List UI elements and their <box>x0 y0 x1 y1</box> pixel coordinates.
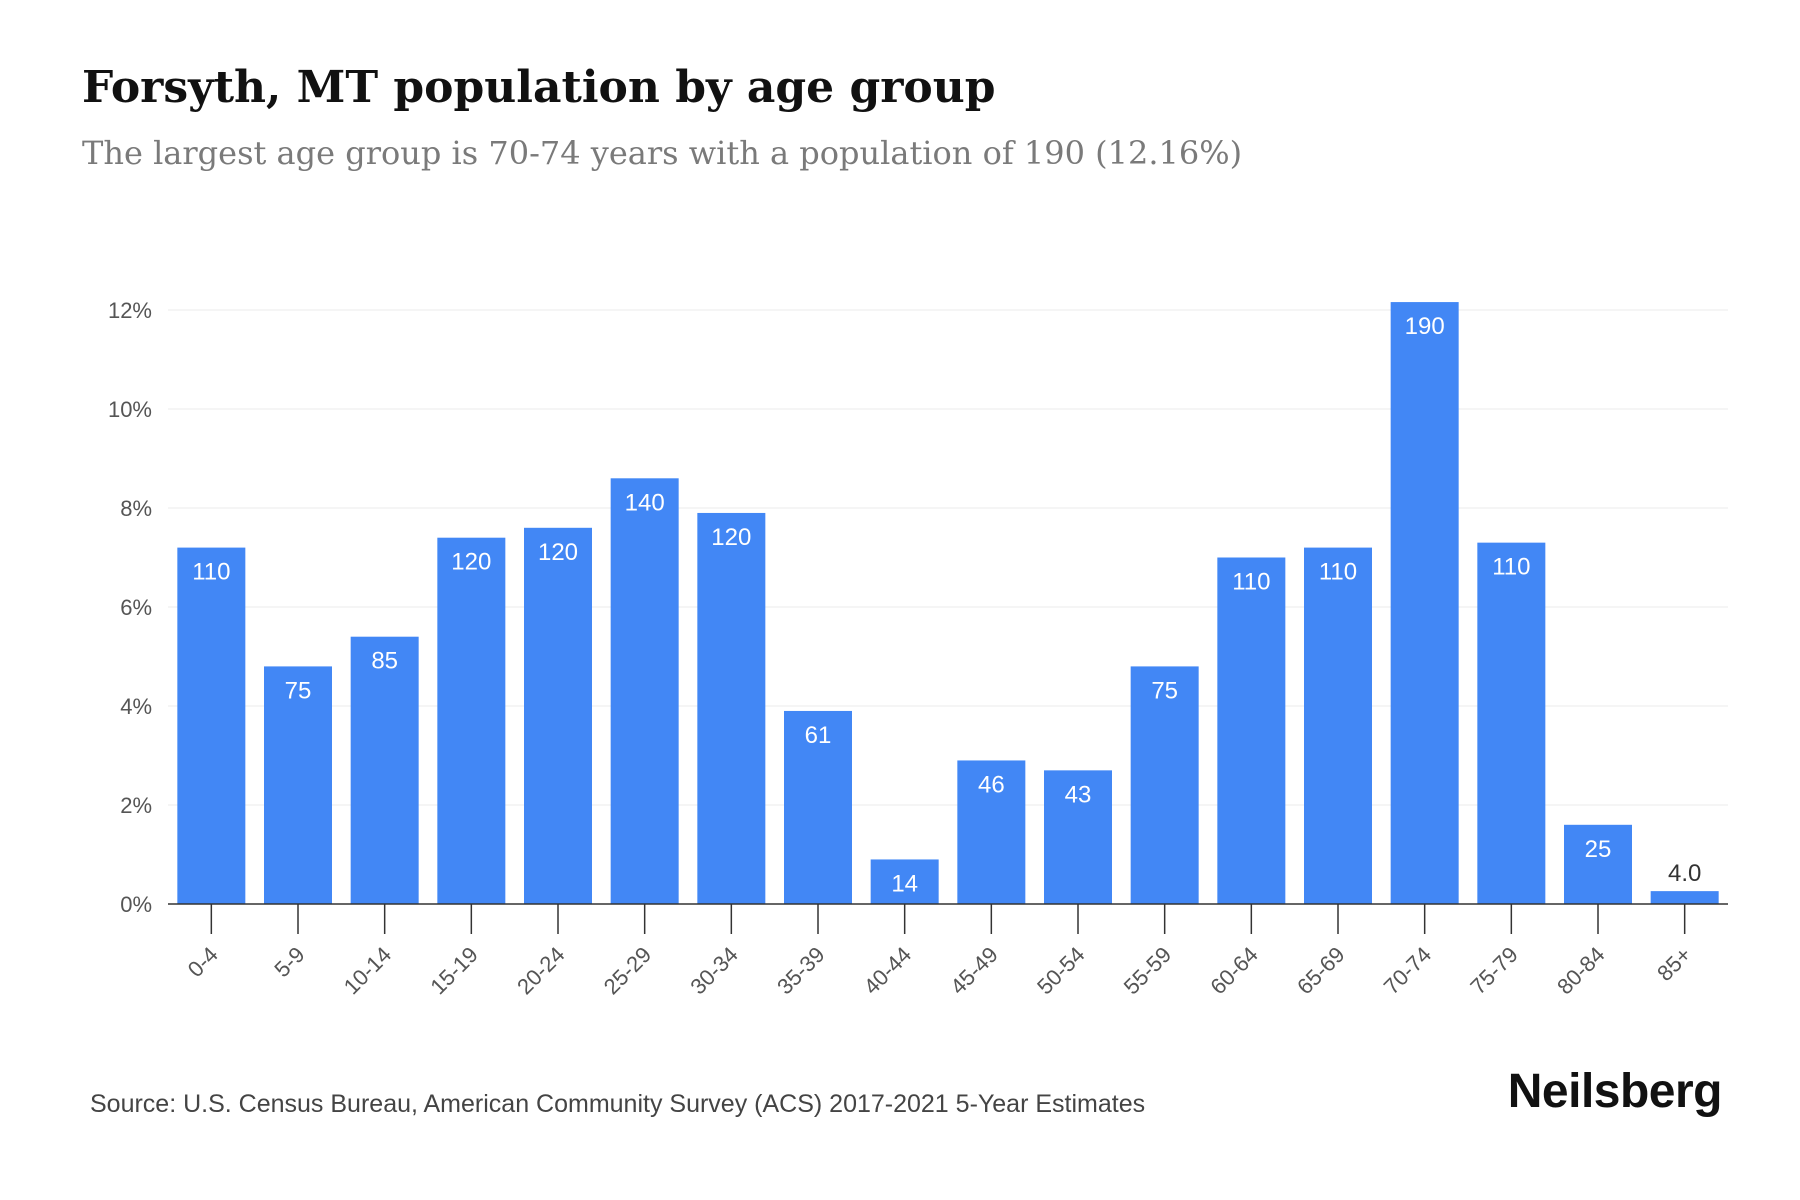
data-label: 110 <box>1232 569 1270 596</box>
data-label: 110 <box>1319 559 1357 586</box>
x-tick-label: 60-64 <box>1205 942 1262 999</box>
bar <box>1390 302 1459 905</box>
bar <box>697 512 766 904</box>
data-label: 190 <box>1405 313 1445 340</box>
data-label: 120 <box>538 539 578 566</box>
source-note: Source: U.S. Census Bureau, American Com… <box>90 1090 1146 1118</box>
data-label: 46 <box>978 771 1005 798</box>
x-tick-label: 20-24 <box>512 942 569 999</box>
y-tick-label: 6% <box>120 595 152 620</box>
data-label: 61 <box>805 722 832 749</box>
x-tick-label: 70-74 <box>1379 942 1436 999</box>
bar <box>1564 824 1632 904</box>
chart-subtitle: The largest age group is 70-74 years wit… <box>82 134 1243 172</box>
bar <box>1477 542 1546 904</box>
chart-title: Forsyth, MT population by age group <box>82 62 996 113</box>
bar <box>610 478 679 904</box>
bar <box>870 859 939 904</box>
x-tick-label: 15-19 <box>425 942 482 999</box>
data-label: 110 <box>1492 554 1530 581</box>
x-tick-label: 10-14 <box>339 942 396 999</box>
neilsberg-logo: Neilsberg <box>1507 1065 1723 1118</box>
x-tick-label: 35-39 <box>772 942 829 999</box>
data-label: 120 <box>711 524 751 551</box>
x-tick-label: 40-44 <box>859 942 916 999</box>
x-tick-label: 25-29 <box>599 942 656 999</box>
data-label: 75 <box>285 677 312 704</box>
x-tick-label: 55-59 <box>1119 942 1176 999</box>
x-tick-label: 30-34 <box>685 942 742 999</box>
y-tick-label: 2% <box>120 793 152 818</box>
y-tick-label: 4% <box>120 694 152 719</box>
bar <box>177 547 246 904</box>
data-label: 14 <box>891 870 918 897</box>
x-tick-label: 80-84 <box>1552 942 1609 999</box>
bar <box>1130 666 1199 904</box>
x-tick-label: 50-54 <box>1032 942 1089 999</box>
bar <box>784 710 852 904</box>
data-label: 4.0 <box>1668 860 1701 887</box>
x-tick-label: 85+ <box>1652 942 1696 986</box>
x-tick-label: 75-79 <box>1465 942 1522 999</box>
y-tick-label: 0% <box>120 892 152 917</box>
bar <box>1217 557 1286 904</box>
x-tick-label: 65-69 <box>1292 942 1349 999</box>
y-tick-label: 12% <box>108 298 152 323</box>
data-label: 43 <box>1065 781 1092 808</box>
data-label: 120 <box>451 549 491 576</box>
bar <box>524 527 592 904</box>
data-label: 75 <box>1151 677 1178 704</box>
y-tick-label: 10% <box>108 397 152 422</box>
bar <box>264 666 332 904</box>
data-label: 110 <box>192 559 230 586</box>
bar <box>437 537 506 904</box>
data-label: 140 <box>625 489 665 516</box>
y-tick-label: 8% <box>120 496 152 521</box>
x-tick-label: 5-9 <box>269 942 309 982</box>
bar <box>1650 891 1719 904</box>
bar <box>350 636 419 904</box>
data-label: 25 <box>1585 836 1612 863</box>
bar <box>1304 547 1372 904</box>
x-tick-label: 0-4 <box>183 942 223 982</box>
bar <box>957 760 1026 904</box>
bar <box>1044 770 1112 904</box>
data-label: 85 <box>371 648 398 675</box>
x-tick-label: 45-49 <box>945 942 1002 999</box>
